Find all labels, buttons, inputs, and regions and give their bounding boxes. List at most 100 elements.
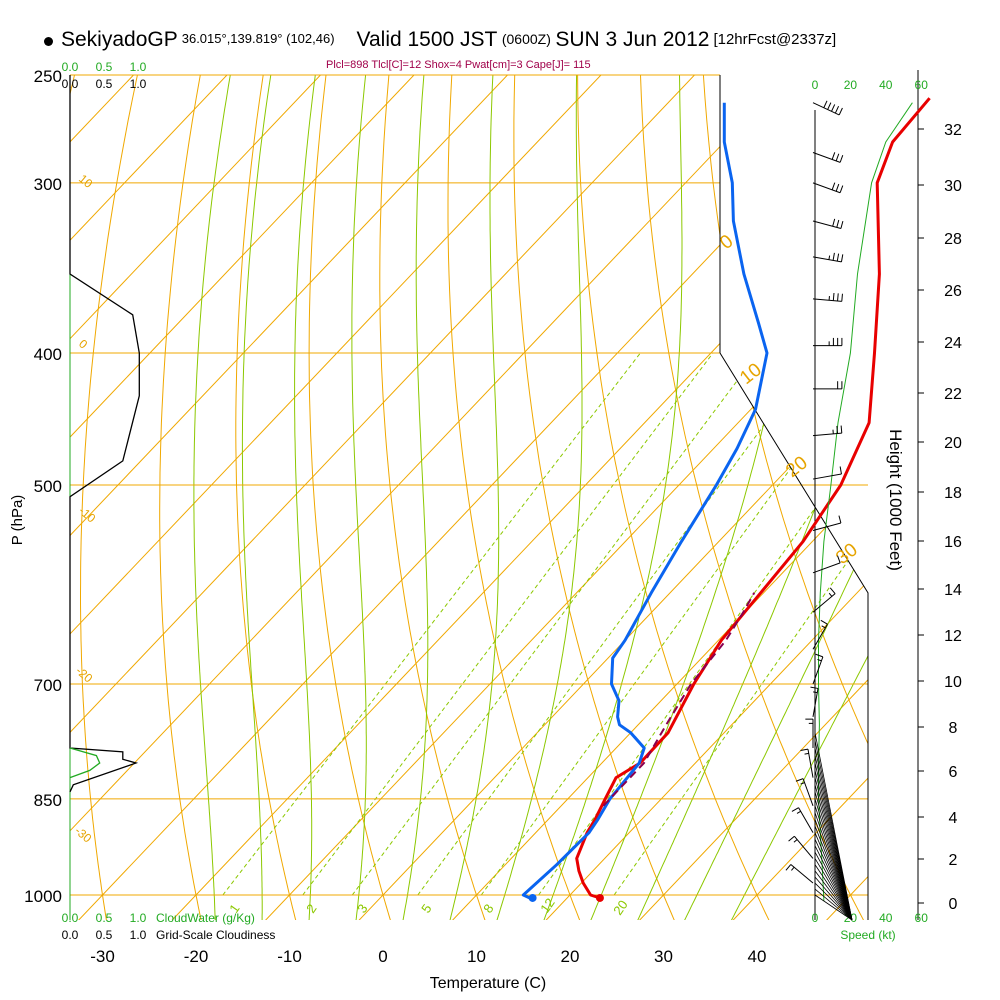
moist-adiabat-line bbox=[495, 75, 583, 920]
height-tick-label: 0 bbox=[949, 896, 958, 913]
moist-adiabat-line bbox=[729, 75, 868, 920]
height-tick-label: 20 bbox=[944, 435, 962, 452]
wind-barb bbox=[812, 152, 844, 163]
height-axis-title: Height (1000 Feet) bbox=[886, 429, 905, 571]
wind-barb-staff bbox=[814, 882, 853, 921]
wind-barb-half-flag bbox=[804, 752, 809, 755]
wind-barb-flag bbox=[839, 466, 842, 475]
wind-barb bbox=[812, 555, 841, 574]
wind-barb bbox=[812, 252, 844, 263]
dry-adiabat-line bbox=[308, 75, 392, 920]
moist-adiabat-line bbox=[193, 75, 257, 920]
temperature-tick-label: 0 bbox=[378, 947, 387, 966]
wind-barb bbox=[812, 425, 843, 437]
temperature-tick-label: -10 bbox=[277, 947, 302, 966]
cloud-water-top-tick: 0.5 bbox=[96, 60, 113, 74]
cloudiness-top-tick: 0.0 bbox=[62, 77, 79, 91]
cloudiness-profile-line bbox=[69, 75, 140, 793]
wind-speed-bottom-tick: 40 bbox=[879, 911, 893, 925]
height-tick-label: 24 bbox=[944, 335, 962, 352]
dry-adiabat-label: -30 bbox=[72, 824, 95, 846]
wind-barb-staff bbox=[798, 807, 814, 833]
mixing-ratio-label: 20 bbox=[610, 897, 631, 917]
cloud-water-bottom-tick: 0.0 bbox=[62, 911, 79, 925]
valid-time: Valid 1500 JST bbox=[356, 28, 498, 51]
wind-barb-flag bbox=[835, 153, 840, 162]
parcel-params: Plcl=898 Tlcl[C]=12 Shox=4 Pwat[cm]=3 Ca… bbox=[326, 59, 591, 71]
wind-barb-staff bbox=[814, 870, 853, 921]
height-tick-label: 4 bbox=[949, 810, 958, 827]
plot-slant-border bbox=[719, 352, 869, 920]
dry-adiabat-label: 10 bbox=[76, 172, 95, 192]
wind-barb-staff bbox=[814, 876, 853, 921]
isotherm-line bbox=[70, 75, 727, 920]
isotherm-line bbox=[635, 75, 868, 920]
wind-barb bbox=[812, 100, 843, 116]
dry-adiabat-line bbox=[70, 75, 110, 920]
wind-barb bbox=[805, 718, 814, 749]
wind-speed-bottom-tick: 0 bbox=[812, 911, 819, 925]
temperature-tick-label: 10 bbox=[467, 947, 486, 966]
wind-barb bbox=[812, 653, 824, 685]
pressure-tick-label: 1000 bbox=[24, 887, 62, 906]
wind-barb-flag bbox=[834, 106, 840, 114]
moist-adiabat-line bbox=[294, 75, 337, 920]
moist-adiabat-line bbox=[401, 75, 439, 920]
panel-borders bbox=[69, 70, 919, 920]
wind-barb bbox=[800, 748, 814, 778]
dry-adiabat-line bbox=[379, 75, 487, 920]
parcel-profile-line bbox=[602, 592, 756, 807]
wind-barb-staff bbox=[812, 688, 819, 717]
wind-barb-flag bbox=[838, 107, 843, 116]
height-tick-label: 6 bbox=[949, 764, 958, 781]
chart-title: SekiyadoGP 36.015°,139.819° (102,46) Valid… bbox=[44, 28, 836, 52]
mixing-ratio-line bbox=[222, 352, 641, 896]
isotherm-line bbox=[70, 75, 540, 920]
wind-barb-staff bbox=[812, 623, 828, 650]
height-tick-label: 30 bbox=[944, 178, 962, 195]
isotherm-line bbox=[70, 75, 868, 920]
wind-barb-flag bbox=[839, 185, 844, 193]
wind-barb bbox=[812, 218, 844, 229]
wind-barb-flag bbox=[832, 218, 836, 227]
temperature-profile-line bbox=[575, 97, 931, 900]
wind-barb-flag bbox=[836, 253, 840, 262]
pressure-tick-label: 700 bbox=[34, 676, 62, 695]
cloud-water-bottom-tick: 1.0 bbox=[130, 911, 147, 925]
wind-speed-axis-label: Speed (kt) bbox=[840, 928, 895, 942]
height-tick-label: 10 bbox=[944, 674, 962, 691]
mixing-ratio-line bbox=[417, 352, 818, 896]
wind-barb-half-flag bbox=[791, 866, 795, 871]
wind-barb-flag bbox=[815, 653, 824, 658]
wind-speed-top-tick: 60 bbox=[915, 78, 929, 92]
wind-barb bbox=[812, 619, 828, 650]
wind-barb bbox=[791, 807, 814, 833]
wind-barb-flag bbox=[800, 748, 809, 751]
wind-barb-staff bbox=[812, 152, 841, 163]
dry-adiabat-line bbox=[577, 75, 772, 920]
moist-adiabat-line bbox=[351, 75, 384, 920]
cloudiness-axis-label: Grid-Scale Cloudiness bbox=[156, 928, 275, 942]
wind-barb bbox=[812, 466, 842, 480]
wind-barb-flag bbox=[820, 619, 828, 625]
station-name: SekiyadoGP bbox=[61, 28, 178, 51]
wind-barb-staff bbox=[790, 864, 814, 884]
wind-barb-staff bbox=[814, 894, 853, 921]
wind-barb-staff bbox=[814, 864, 853, 921]
wind-barb-staff bbox=[814, 845, 853, 921]
wind-barb-flag bbox=[810, 686, 819, 689]
cloudiness-bottom-tick: 1.0 bbox=[130, 928, 147, 942]
temperature-tick-label: 40 bbox=[748, 947, 767, 966]
mixing-ratio-line bbox=[302, 352, 714, 896]
wind-barb bbox=[810, 686, 819, 717]
wind-barb-staff bbox=[812, 256, 842, 263]
isotherm-line bbox=[542, 75, 868, 920]
cloudiness-bottom-tick: 0.0 bbox=[62, 928, 79, 942]
cloud-water-axis-label: CloudWater (g/Kg) bbox=[156, 911, 255, 925]
dry-adiabat-label: -10 bbox=[76, 504, 99, 526]
height-tick-label: 8 bbox=[949, 720, 958, 737]
moist-adiabat-label: 0 bbox=[716, 231, 737, 254]
